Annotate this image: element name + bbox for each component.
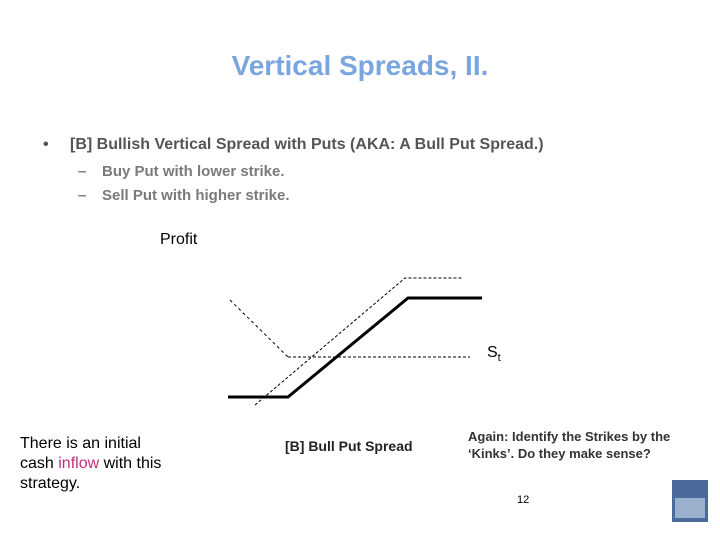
page-number: 12 <box>517 494 530 506</box>
note-line: ‘Kinks’. Do they make sense? <box>468 446 651 461</box>
note-line: cash inflow with this <box>20 454 161 474</box>
left-note: There is an initial cash inflow with thi… <box>20 434 161 494</box>
bullet-text: [B] Bullish Vertical Spread with Puts (A… <box>70 136 544 153</box>
note-text: cash <box>20 455 59 472</box>
x-axis-label: St <box>487 344 501 364</box>
note-line: strategy. <box>20 475 81 492</box>
note-text: with this <box>99 455 162 472</box>
y-axis-label: Profit <box>160 231 198 248</box>
title: Vertical Spreads, II. <box>231 50 489 81</box>
book-thumbnail-art <box>675 498 705 518</box>
x-axis-label-sub: t <box>497 352 501 365</box>
bullet-marker: • <box>43 136 49 153</box>
note-line: There is an initial <box>20 435 141 452</box>
sub-bullet-marker: – <box>78 163 87 180</box>
diagram-caption: [B] Bull Put Spread <box>285 438 413 454</box>
sub-bullet-text: Buy Put with lower strike. <box>102 163 285 180</box>
sub-bullet-marker: – <box>78 187 87 204</box>
short-put-line <box>254 277 462 406</box>
note-highlight: inflow <box>58 455 100 472</box>
spread-payoff <box>228 296 482 399</box>
sub-bullet-text: Sell Put with higher strike. <box>102 187 290 204</box>
x-axis-label-main: S <box>487 344 498 361</box>
right-note: Again: Identify the Strikes by the ‘Kink… <box>468 428 670 462</box>
note-line: Again: Identify the Strikes by the <box>468 429 671 444</box>
long-put-line <box>229 299 289 358</box>
